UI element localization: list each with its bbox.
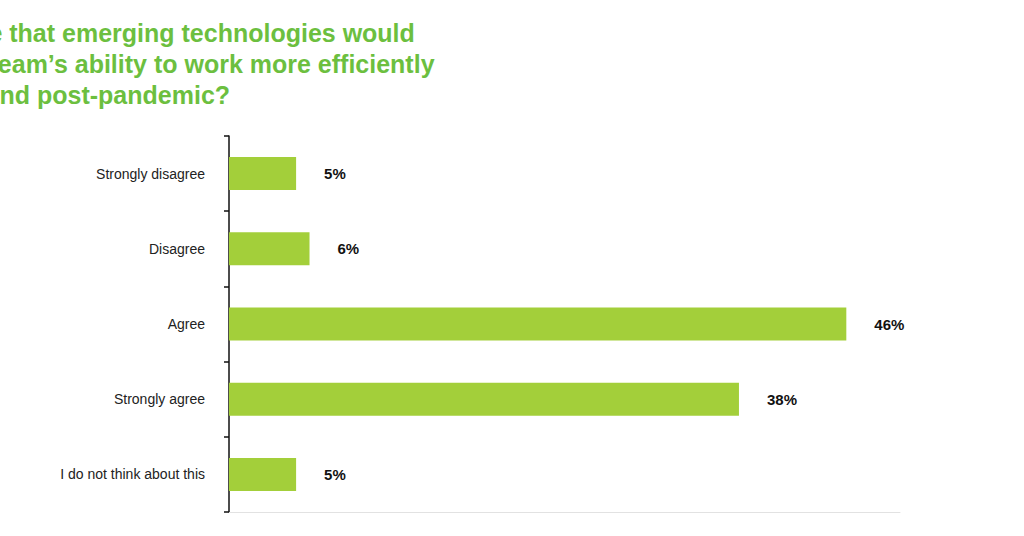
svg-text:Disagree: Disagree — [149, 241, 205, 257]
svg-text:Do you agree or disagree that: Do you agree or disagree that emerging t… — [0, 19, 422, 47]
svg-text:Strongly agree: Strongly agree — [114, 391, 205, 407]
svg-text:I do not think about this: I do not think about this — [60, 466, 205, 482]
svg-text:38%: 38% — [767, 391, 797, 408]
svg-text:5%: 5% — [324, 165, 346, 182]
svg-text:Agree: Agree — [168, 316, 206, 332]
svg-text:6%: 6% — [338, 240, 360, 257]
svg-text:during and post-pandemic?: during and post-pandemic? — [0, 81, 230, 109]
svg-text:46%: 46% — [874, 316, 904, 333]
svg-text:Strongly disagree: Strongly disagree — [96, 166, 205, 182]
svg-text:5%: 5% — [324, 466, 346, 483]
svg-text:improve you and/or your team’s: improve you and/or your team’s ability t… — [0, 50, 435, 78]
